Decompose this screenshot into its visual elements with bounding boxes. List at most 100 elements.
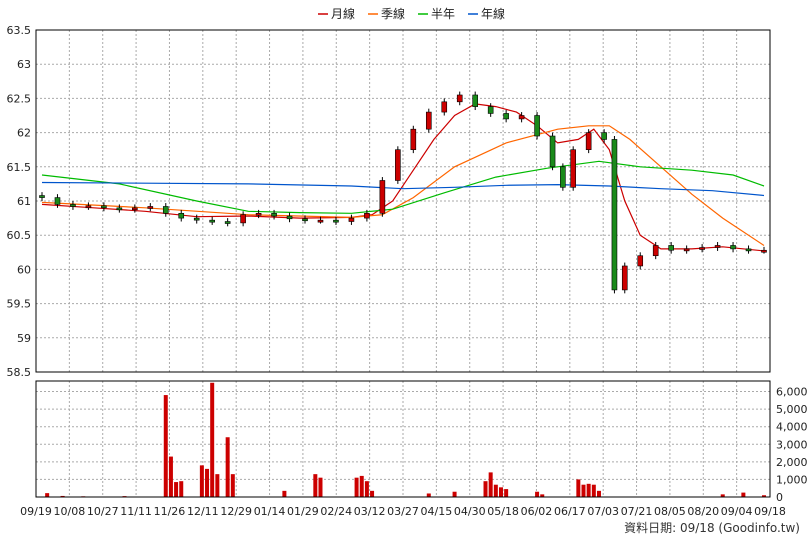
- price-tick-label: 58.5: [7, 366, 32, 379]
- date-tick-label: 04/30: [454, 505, 486, 518]
- candle-body: [224, 221, 231, 224]
- candle-body: [54, 197, 61, 205]
- volume-bar: [576, 479, 581, 497]
- candle-body: [652, 245, 659, 257]
- volume-bar: [230, 474, 235, 497]
- volume-bar: [60, 495, 65, 497]
- date-tick-label: 03/27: [387, 505, 419, 518]
- candle-body: [271, 213, 277, 217]
- price-tick-label: 62: [17, 127, 31, 140]
- candle-body: [714, 245, 721, 248]
- data-date-footer: 資料日期: 09/18 (Goodinfo.tw): [624, 521, 800, 535]
- date-tick-label: 11/26: [154, 505, 186, 518]
- candle-body: [456, 94, 463, 103]
- legend-label: 月線: [331, 6, 355, 21]
- candle-body: [379, 180, 386, 214]
- candle-body: [549, 135, 556, 168]
- volume-bar: [225, 437, 230, 497]
- volume-tick-label: 1,000: [776, 473, 808, 486]
- price-panel-frame: [35, 29, 771, 373]
- date-tick-label: 09/04: [721, 505, 753, 518]
- volume-axis: 6,000 5,000 4,000 3,000 2,000 1,000 0: [776, 386, 808, 504]
- volume-bar: [493, 484, 498, 497]
- volume-bar: [354, 477, 359, 497]
- volume-bar: [199, 465, 204, 497]
- date-tick-label: 02/24: [320, 505, 352, 518]
- candle-body: [410, 128, 417, 150]
- candle-body: [286, 215, 293, 220]
- volume-bar: [596, 490, 601, 497]
- volume-bar: [586, 483, 591, 497]
- price-grid: [35, 29, 771, 373]
- candle-body: [333, 219, 339, 223]
- date-tick-label: 10/08: [54, 505, 86, 518]
- volume-tick-label: 0: [776, 491, 783, 504]
- date-tick-label: 07/21: [621, 505, 653, 518]
- candle-body: [240, 214, 246, 224]
- volume-panel-frame: [35, 380, 771, 498]
- candle-body: [302, 218, 308, 222]
- candle-body: [621, 265, 628, 291]
- candle-body: [193, 217, 200, 221]
- candlesticks: [39, 91, 767, 294]
- date-tick-label: 10/27: [87, 505, 119, 518]
- date-tick-label: 12/29: [220, 505, 252, 518]
- volume-bars: [45, 382, 766, 497]
- ma-line: [41, 181, 765, 197]
- candle-body: [147, 206, 154, 209]
- candle-body: [132, 207, 138, 211]
- price-axis: 63.5 63 62.5 62 61.5 61 60.5 60 59.5 59 58.5: [7, 24, 32, 379]
- candle-body: [761, 249, 767, 253]
- price-tick-label: 59: [17, 332, 31, 345]
- volume-bar: [452, 491, 457, 497]
- candle-body: [518, 115, 525, 120]
- date-tick-label: 01/14: [254, 505, 286, 518]
- price-tick-label: 60: [17, 263, 31, 276]
- volume-bar: [483, 481, 488, 497]
- candle-body: [503, 113, 509, 120]
- volume-bar: [498, 487, 503, 497]
- volume-bar: [720, 494, 725, 497]
- volume-bar: [741, 492, 746, 497]
- legend-label: 季線: [381, 6, 405, 21]
- candle-body: [730, 245, 736, 250]
- legend-label: 半年: [431, 7, 455, 21]
- candle-body: [101, 205, 107, 209]
- date-tick-label: 07/03: [587, 505, 619, 518]
- volume-bar: [370, 490, 375, 497]
- candle-body: [668, 245, 674, 251]
- ma-line: [41, 103, 765, 252]
- volume-bar: [168, 456, 173, 497]
- volume-bar: [364, 481, 369, 497]
- date-tick-label: 01/29: [287, 505, 319, 518]
- price-tick-label: 63.5: [7, 24, 32, 37]
- candle-body: [162, 206, 169, 214]
- date-tick-label: 05/18: [487, 505, 519, 518]
- volume-bar: [313, 474, 318, 497]
- candle-body: [209, 219, 215, 223]
- candle-body: [745, 248, 752, 252]
- volume-bar: [210, 382, 215, 497]
- date-tick-label: 12/11: [187, 505, 219, 518]
- price-tick-label: 62.5: [7, 92, 32, 105]
- date-tick-label: 06/17: [554, 505, 586, 518]
- date-tick-label: 04/15: [421, 505, 453, 518]
- ma-line: [41, 160, 765, 214]
- volume-tick-label: 2,000: [776, 456, 808, 469]
- volume-bar: [581, 484, 586, 497]
- ma-line: [41, 125, 765, 246]
- date-tick-label: 11/11: [120, 505, 152, 518]
- legend: 月線 季線 半年 年線: [318, 6, 505, 21]
- volume-bar: [174, 482, 179, 497]
- volume-grid: [35, 381, 771, 498]
- date-axis: 09/19 10/08 10/27 11/11 11/26 12/11 12/29 01/14…: [20, 505, 786, 518]
- volume-bar: [318, 477, 323, 497]
- volume-bar: [45, 493, 50, 497]
- candle-body: [395, 149, 401, 181]
- candle-body: [472, 94, 479, 107]
- candle-body: [116, 207, 123, 211]
- volume-bar: [535, 491, 540, 497]
- candle-body: [534, 115, 540, 137]
- volume-tick-label: 3,000: [776, 438, 808, 451]
